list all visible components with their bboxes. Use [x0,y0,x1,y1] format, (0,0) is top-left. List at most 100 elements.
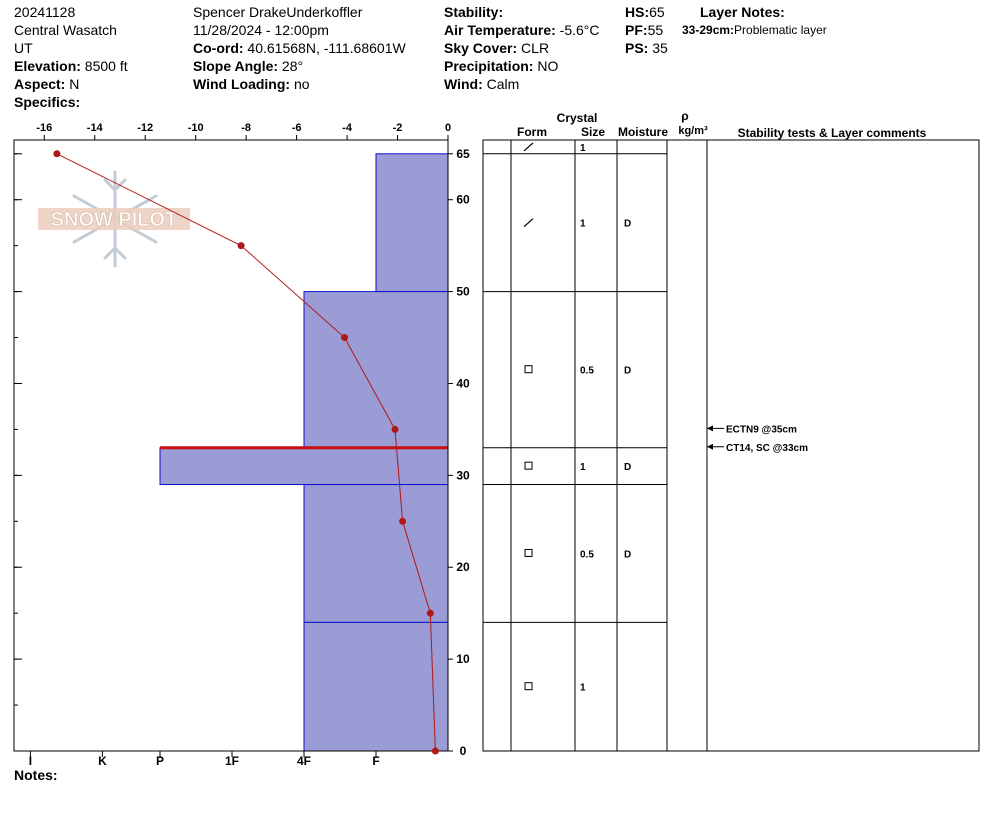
temperature-point [426,609,434,617]
temp-tick-label: -4 [342,122,353,134]
col3: Stability: Air Temperature: -5.6°C Sky C… [444,3,600,93]
crystal-size: 0.5 [580,549,594,560]
temperature-point [237,242,245,250]
height-tick-label: 10 [456,652,470,666]
date-id: 20241128 [14,4,76,20]
wind-label: Wind: [444,76,483,92]
moisture-value: D [624,462,631,473]
aspect-label: Aspect: [14,76,66,92]
pf-value: 55 [647,22,664,38]
slope-value: 28° [278,58,304,74]
crystal-form-icon [524,365,533,374]
crystal-size: 1 [580,462,586,473]
hardness-bar [303,621,449,752]
hardness-tick-label: F [372,754,379,768]
moisture-value: D [624,366,631,377]
temperature-point [431,747,439,755]
snowpilot-watermark: SNOW PILOT [38,170,190,268]
height-tick-label: 50 [456,285,470,299]
hardness-tick-label: 1F [225,754,239,768]
hardness-bar [303,484,449,623]
layer-notes-title: Layer Notes: [700,4,785,20]
arrow-icon [707,443,713,450]
crystal-form-icon [523,218,534,228]
wind-value: Calm [482,76,520,92]
temp-tick-label: -16 [36,122,52,134]
hardness-bar [375,153,449,293]
temperature-point [391,425,399,433]
temp-tick-label: -10 [188,122,204,134]
height-tick-label: 40 [456,376,470,390]
height-tick-label: 60 [456,193,470,207]
moisture-value: D [624,549,631,560]
temperature-point [53,150,61,158]
col4: HS:65 PF:55 PS: 35 [625,3,668,57]
crystal-size: 0.5 [580,366,594,377]
air-temp-value: -5.6°C [555,22,600,38]
coord-value: 40.61568N, -111.68601W [243,40,406,56]
hardness-bar [159,447,449,486]
specifics-label: Specifics: [14,94,81,110]
crystal-size: 1 [580,219,586,230]
precip-value: NO [533,58,559,74]
hardness-tick-label: 4F [297,754,311,768]
notes-label: Notes: [14,767,58,783]
slope-label: Slope Angle: [193,58,279,74]
moisture-value: D [624,219,631,230]
air-temp-label: Air Temperature: [444,22,556,38]
height-tick-label: 20 [456,560,470,574]
range: Central Wasatch [14,22,117,38]
layer-note-text: Problematic layer [734,23,827,37]
col2: Spencer DrakeUnderkoffler 11/28/2024 - 1… [193,3,406,93]
layer-note: 33-29cm:Problematic layer [682,23,827,37]
hardness-tick-label: P [156,754,164,768]
crystal-size: 1 [580,143,586,154]
size-header: Size [581,125,605,139]
crystal-size: 1 [580,683,586,694]
height-tick-label: 0 [460,744,467,758]
watermark-text: SNOW PILOT [51,209,178,231]
stability-test: ECTN9 @35cm [726,424,797,435]
temp-tick-label: 0 [445,122,451,134]
ps-label: PS: [625,40,649,56]
datetime: 11/28/2024 - 12:00pm [193,22,329,38]
observer: Spencer DrakeUnderkoffler [193,4,363,20]
height-tick-label: 65 [456,147,470,161]
crystal-form-icon [524,682,533,691]
state: UT [14,40,33,56]
ps-value: 35 [648,40,668,56]
stability-label: Stability: [444,4,504,20]
hs-label: HS: [625,4,650,20]
crystal-form-icon [524,461,533,470]
layer-note-range: 33-29cm: [682,23,735,37]
hardness-tick-label: K [98,754,107,768]
height-tick-label: 30 [456,468,470,482]
stability-test: CT14, SC @33cm [726,443,808,454]
density-unit: kg/m³ [678,125,708,137]
temp-tick-label: -8 [241,122,251,134]
col1: 20241128 Central Wasatch UT Elevation: 8… [14,3,128,111]
pf-label: PF: [625,22,648,38]
temp-tick-label: -12 [137,122,153,134]
precip-label: Precipitation: [444,58,534,74]
coord-label: Co-ord: [193,40,244,56]
sky-label: Sky Cover: [444,40,518,56]
watermark-bar [38,208,190,230]
wind-loading-label: Wind Loading: [193,76,291,92]
arrow-icon [707,425,713,432]
temperature-point [341,334,349,342]
temp-tick-label: -6 [292,122,302,134]
aspect-value: N [65,76,80,92]
hs-value: 65 [649,4,665,20]
hardness-bar [303,291,449,449]
wind-loading-value: no [290,76,310,92]
hardness-tick-label: I [29,754,32,768]
stability-header: Stability tests & Layer comments [738,126,927,140]
layer-table-frame [482,139,980,752]
elevation-value: 8500 ft [80,58,128,74]
sky-value: CLR [517,40,550,56]
elevation-label: Elevation: [14,58,81,74]
temp-tick-label: -2 [393,122,403,134]
form-header: Form [517,125,547,139]
moisture-header: Moisture [618,125,668,139]
